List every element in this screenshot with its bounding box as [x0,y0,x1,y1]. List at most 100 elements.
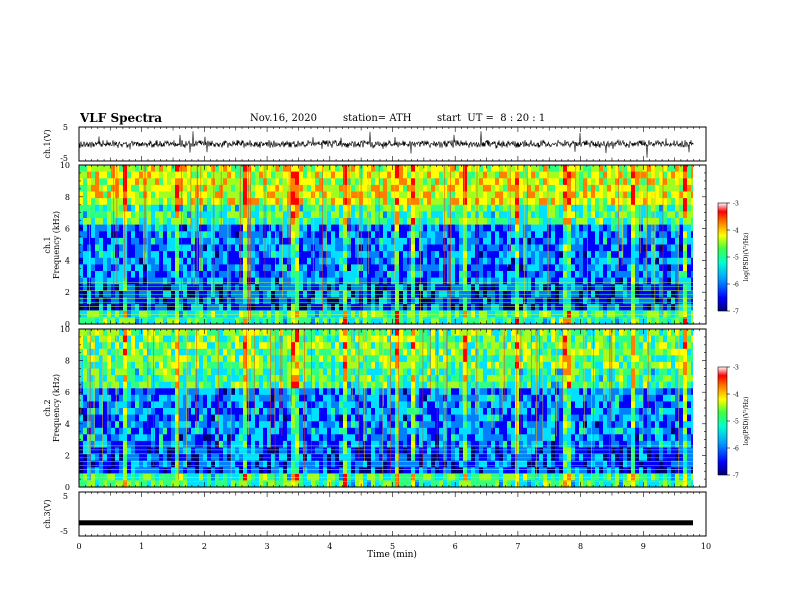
spectrogram-cell [375,251,379,259]
spectrogram-cell [255,277,259,285]
spectrogram-cell [539,178,543,186]
spectrogram-cell [527,191,531,199]
spectrogram-cell [607,342,611,350]
spectrogram-cell [95,198,99,206]
spectrogram-cell [543,335,547,343]
spectrogram-cell [555,184,559,193]
spectrogram-cell [651,317,655,325]
spectrogram-cell [131,277,135,285]
spectrogram-cell [587,204,591,212]
spectrogram-cell [395,335,399,343]
frequency-tick-label: 0 [65,320,70,329]
spectrogram-cell [619,329,623,337]
spectrogram-cell [567,165,571,173]
spectrogram-cell [595,284,599,292]
spectrogram-cell [331,284,335,292]
spectrogram-cell [555,171,559,179]
spectrogram-cell [163,224,167,232]
spectrogram-cell [303,184,307,193]
spectrogram-cell [487,271,491,279]
spectrogram-cell [671,191,675,199]
spectrogram-cell [315,171,319,179]
spectrogram-cell [171,271,175,279]
spectrogram-cell [319,178,323,186]
spectrogram-cell [267,348,271,356]
spectrogram-cell [603,264,607,272]
spectrogram-cell [595,304,599,312]
spectrogram-cell [135,297,139,305]
spectrogram-cell [371,348,375,356]
spectrogram-cell [635,284,639,292]
spectrogram-cell [607,218,611,226]
spectrogram-cell [559,251,563,259]
spectrogram-cell [651,257,655,265]
spectrogram-cell [299,264,303,272]
spectrogram-cell [187,165,191,173]
spectrogram-cell [659,277,663,285]
spectrogram-cell [663,329,667,337]
spectrogram-cell [471,198,475,206]
spectrogram-cell [103,304,107,312]
spectrogram-cell [439,231,443,239]
spectrogram-cell [155,178,159,186]
spectrogram-cell [387,171,391,179]
spectrogram-cell [379,224,383,232]
spectrogram-cell [399,251,403,259]
spectrogram-cell [163,277,167,285]
spectrogram-cell [643,218,647,226]
spectrogram-cell [419,335,423,343]
spectrogram-cell [411,237,415,246]
spectrogram-cell [671,171,675,179]
spectrogram-cell [659,218,663,226]
spectrogram-cell [379,297,383,305]
spectrogram-cell [667,271,671,279]
spectrogram-cell [519,184,523,193]
spectrogram-cell [495,335,499,343]
spectrogram-cell [255,348,259,356]
spectrogram-cell [579,191,583,199]
spectrogram-cell [583,329,587,337]
spectrogram-cell [231,184,235,193]
spectrogram-cell [251,198,255,206]
spectrogram-cell [251,304,255,312]
spectrogram-cell [451,218,455,226]
spectrogram-cell [631,264,635,272]
spectrogram-cell [571,335,575,343]
spectrogram-cell [179,317,183,325]
spectrogram-cell [367,317,371,325]
spectrogram-cell [399,257,403,265]
spectrogram-cell [279,335,283,343]
spectrogram-cell [347,224,351,232]
spectrogram-cell [107,304,111,312]
spectrogram-cell [583,191,587,199]
spectrogram-cell [607,211,611,219]
spectrogram-cell [643,198,647,206]
spectrogram-cell [483,198,487,206]
spectrogram-cell [259,257,263,265]
spectrogram-cell [315,191,319,199]
spectrogram-cell [163,335,167,343]
spectrogram-cell [571,218,575,226]
spectrogram-cell [507,264,511,272]
spectrogram-cell [603,165,607,173]
spectrogram-cell [163,184,167,193]
spectrogram-cell [615,204,619,212]
spectrogram-cell [375,284,379,292]
spectrogram-cell [583,342,587,350]
spectrogram-cell [275,211,279,219]
spectrogram-cell [159,204,163,212]
spectrogram-cell [579,211,583,219]
spectrogram-cell [175,165,179,173]
spectrogram-cell [375,329,379,337]
spectrogram-cell [215,184,219,193]
spectrogram-cell [583,271,587,279]
spectrogram-cell [399,218,403,226]
spectrogram-cell [471,231,475,239]
spectrogram-cell [127,211,131,219]
spectrogram-cell [235,237,239,246]
spectrogram-cell [499,198,503,206]
spectrogram-cell [275,335,279,343]
spectrogram-cell [355,257,359,265]
spectrogram-cell [439,304,443,312]
spectrogram-cell [535,184,539,193]
